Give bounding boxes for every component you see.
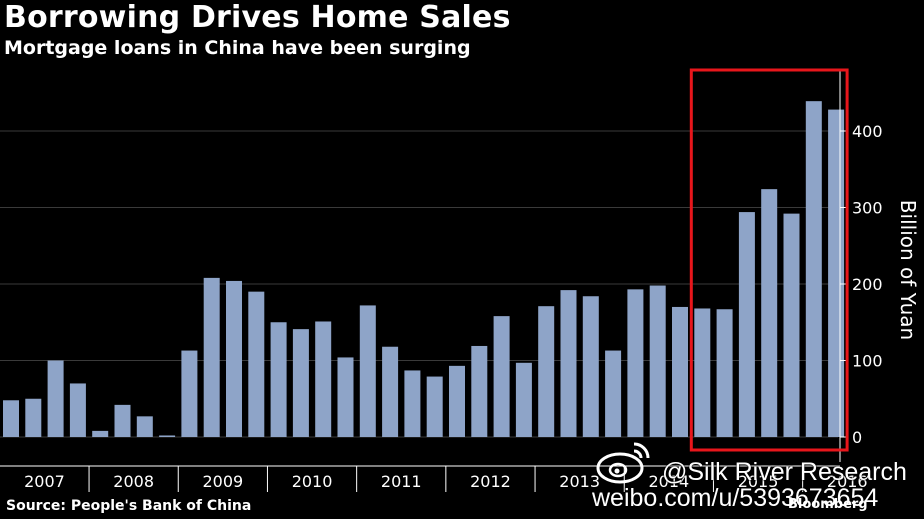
x-tick-label: 2015 [738, 472, 779, 491]
bar [226, 280, 242, 437]
bar [560, 290, 577, 437]
bar [627, 289, 644, 437]
bar [270, 322, 287, 437]
bar [761, 189, 778, 437]
y-tick-label: 200 [852, 275, 883, 294]
bar [315, 321, 332, 437]
bar [136, 416, 153, 437]
x-tick-label: 2016 [827, 472, 868, 491]
bar [382, 346, 399, 437]
x-tick-label: 2011 [381, 472, 422, 491]
bar [248, 291, 265, 437]
weibo-logo-icon [596, 442, 650, 484]
x-tick-label: 2010 [292, 472, 333, 491]
watermark-url: weibo.com/u/5393673654 [592, 484, 879, 512]
bar [69, 383, 86, 437]
bar [337, 357, 354, 437]
bar [203, 277, 220, 437]
bar [738, 212, 755, 437]
bar [359, 305, 376, 437]
y-tick-label: 0 [852, 428, 862, 447]
x-tick-label: 2008 [113, 472, 154, 491]
x-tick-label: 2007 [24, 472, 65, 491]
highlight-layer [689, 68, 849, 452]
bar [25, 398, 42, 437]
bar [449, 365, 465, 437]
bar [805, 101, 822, 437]
bar [426, 376, 443, 437]
highlight-box [689, 68, 849, 452]
x-tick-label: 2014 [648, 472, 689, 491]
x-tick-label: 2012 [470, 472, 511, 491]
bar [159, 435, 176, 437]
bar [783, 213, 800, 437]
bar [114, 404, 131, 437]
bar [292, 329, 309, 437]
bar [716, 309, 733, 437]
bar [47, 360, 64, 437]
x-tick-label: 2013 [559, 472, 600, 491]
bar [493, 316, 510, 437]
y-tick-label: 300 [852, 199, 883, 218]
y-tick-label: 100 [852, 352, 883, 371]
bar [471, 345, 488, 437]
bar [181, 350, 198, 437]
axis-layer: 0 100 200 300 400 2007 2008 2009 2010 2011 2012 201… [0, 70, 883, 492]
bar [582, 296, 599, 437]
chart-subtitle: Mortgage loans in China have been surgin… [4, 37, 471, 59]
source-note: Source: People's Bank of China [6, 498, 252, 514]
bar [515, 362, 532, 437]
bar [828, 109, 845, 437]
bar [605, 350, 622, 437]
bar [3, 400, 19, 437]
bar [92, 430, 109, 437]
bloomberg-logo: Bloomberg [788, 497, 868, 512]
bar [538, 306, 555, 437]
bar [672, 306, 688, 437]
x-tick-label: 2009 [202, 472, 243, 491]
y-tick-label: 400 [852, 122, 883, 141]
bar [694, 308, 711, 437]
bar-layer [3, 101, 845, 437]
chart-title: Borrowing Drives Home Sales [4, 0, 511, 35]
y-axis-label: Billion of Yuan [896, 199, 920, 341]
watermark-handle: @Silk River Research [662, 458, 907, 486]
bar [404, 370, 421, 437]
bar [649, 285, 666, 437]
